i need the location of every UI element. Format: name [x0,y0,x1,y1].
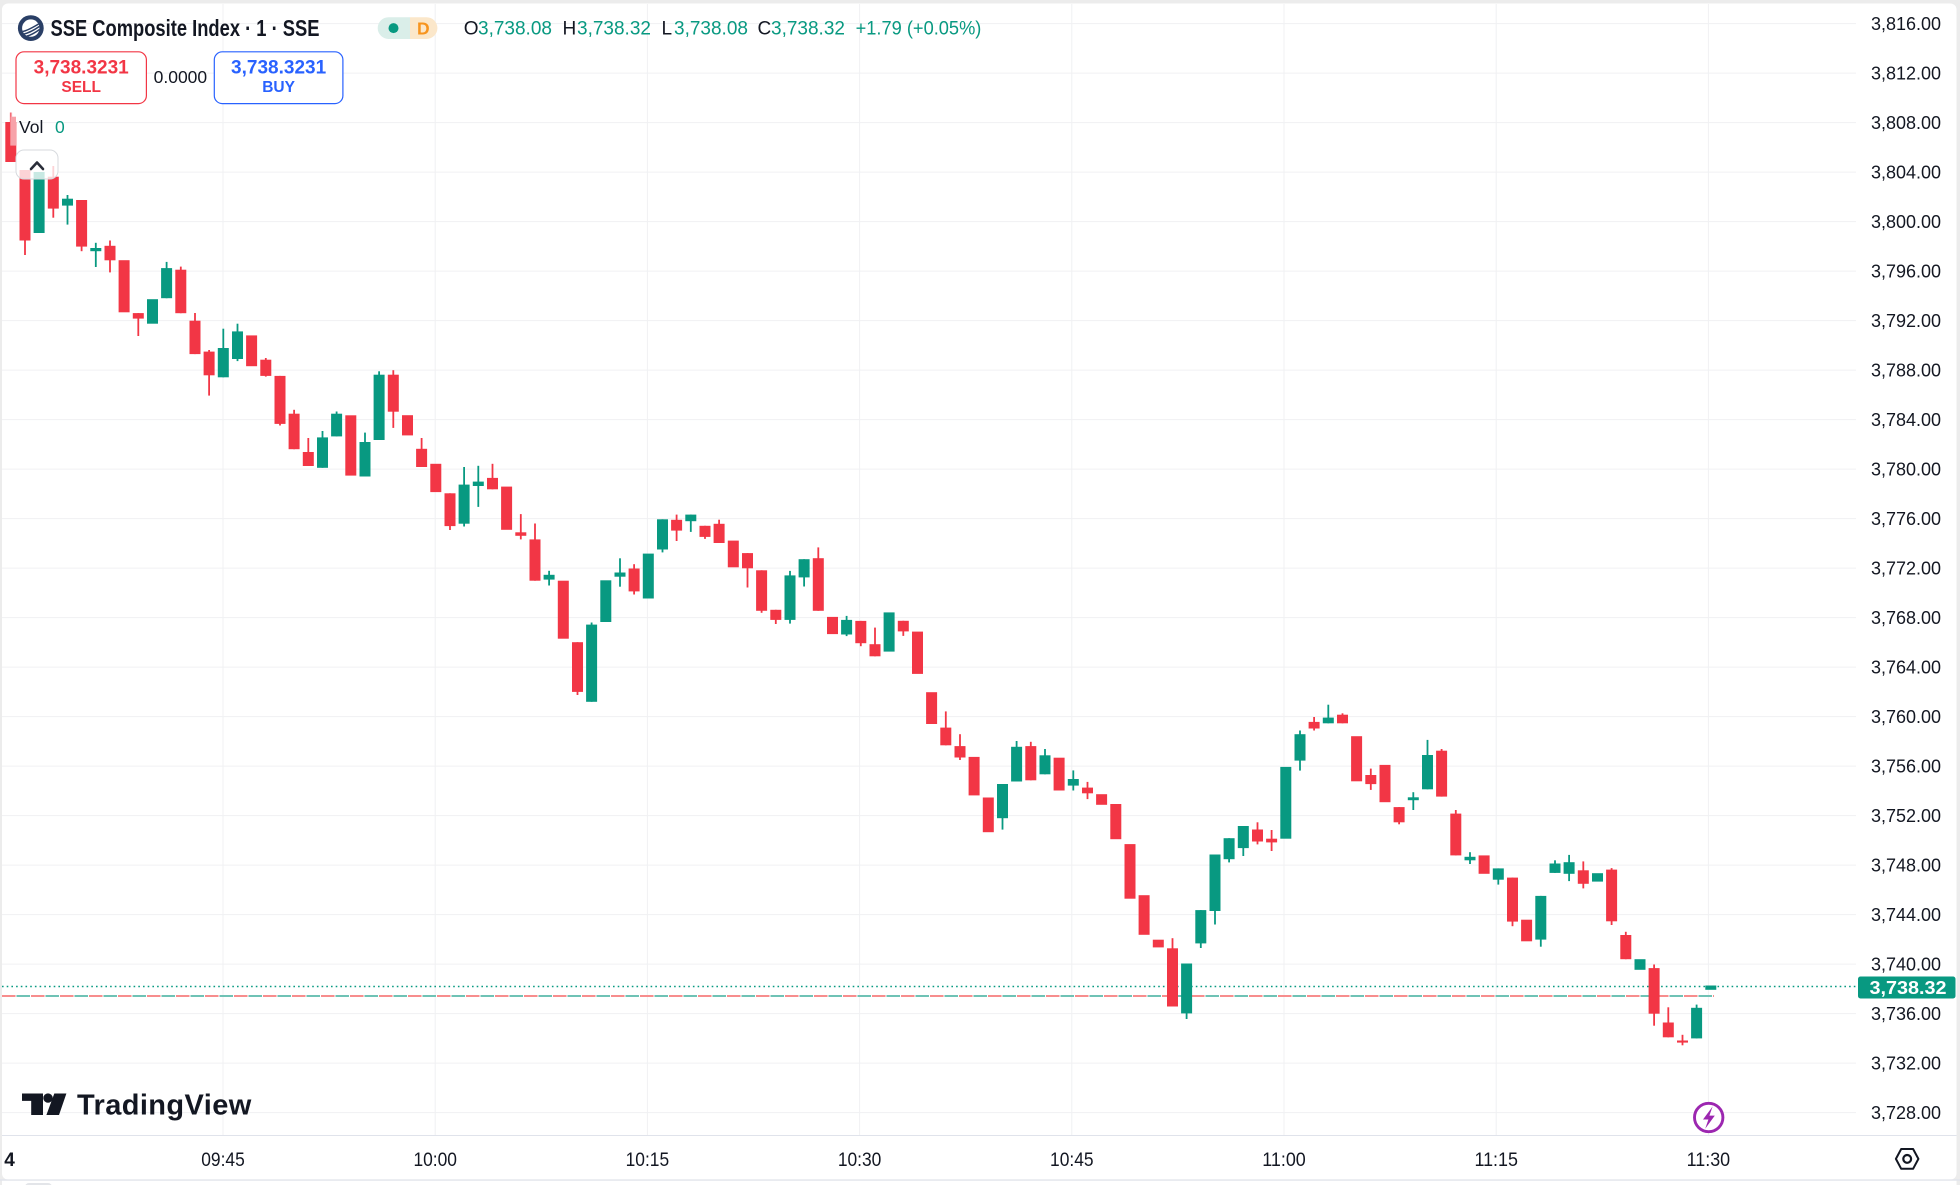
svg-text:3,784.00: 3,784.00 [1871,410,1941,430]
svg-text:10:30: 10:30 [838,1150,882,1171]
svg-text:11:30: 11:30 [1687,1150,1731,1171]
svg-text:Vol: Vol [19,117,43,137]
svg-text:3,738.3231: 3,738.3231 [231,58,327,79]
svg-text:3,796.00: 3,796.00 [1871,261,1941,281]
svg-text:11:00: 11:00 [1262,1150,1306,1171]
svg-text:3,768.00: 3,768.00 [1871,608,1941,628]
svg-text:3,760.00: 3,760.00 [1871,707,1941,727]
svg-text:0.0000: 0.0000 [154,67,208,87]
svg-text:10:15: 10:15 [626,1150,670,1171]
svg-text:3,756.00: 3,756.00 [1871,756,1941,776]
svg-text:3,772.00: 3,772.00 [1871,558,1941,578]
svg-text:3,740.00: 3,740.00 [1871,954,1941,974]
svg-text:3,804.00: 3,804.00 [1871,162,1941,182]
svg-text:3,752.00: 3,752.00 [1871,806,1941,826]
svg-text:3,738.32: 3,738.32 [1870,978,1947,998]
svg-text:TradingView: TradingView [77,1090,252,1122]
svg-text:+1.79 (+0.05%): +1.79 (+0.05%) [856,19,982,40]
svg-text:3,816.00: 3,816.00 [1871,14,1941,34]
svg-text:3,738.3231: 3,738.3231 [34,58,130,79]
svg-text:4: 4 [4,1150,15,1171]
svg-text:D: D [417,19,430,39]
svg-text:SELL: SELL [61,79,101,96]
svg-text:3,728.00: 3,728.00 [1871,1103,1941,1123]
svg-text:SSE Composite Index · 1 · SSE: SSE Composite Index · 1 · SSE [51,15,320,41]
svg-text:3,780.00: 3,780.00 [1871,459,1941,479]
svg-text:10:45: 10:45 [1050,1150,1094,1171]
svg-text:3,800.00: 3,800.00 [1871,212,1941,232]
svg-text:3,792.00: 3,792.00 [1871,311,1941,331]
svg-text:3,748.00: 3,748.00 [1871,855,1941,875]
svg-text:11:15: 11:15 [1474,1150,1518,1171]
svg-text:10:00: 10:00 [413,1150,457,1171]
svg-text:3,732.00: 3,732.00 [1871,1053,1941,1073]
svg-text:3,808.00: 3,808.00 [1871,113,1941,133]
svg-text:0: 0 [55,117,65,137]
svg-text:09:45: 09:45 [201,1150,245,1171]
svg-text:3,736.00: 3,736.00 [1871,1004,1941,1024]
svg-text:3,788.00: 3,788.00 [1871,360,1941,380]
svg-text:3,776.00: 3,776.00 [1871,509,1941,529]
svg-text:3,764.00: 3,764.00 [1871,657,1941,677]
svg-text:3,744.00: 3,744.00 [1871,905,1941,925]
svg-text:BUY: BUY [262,79,295,96]
svg-text:3,812.00: 3,812.00 [1871,63,1941,83]
